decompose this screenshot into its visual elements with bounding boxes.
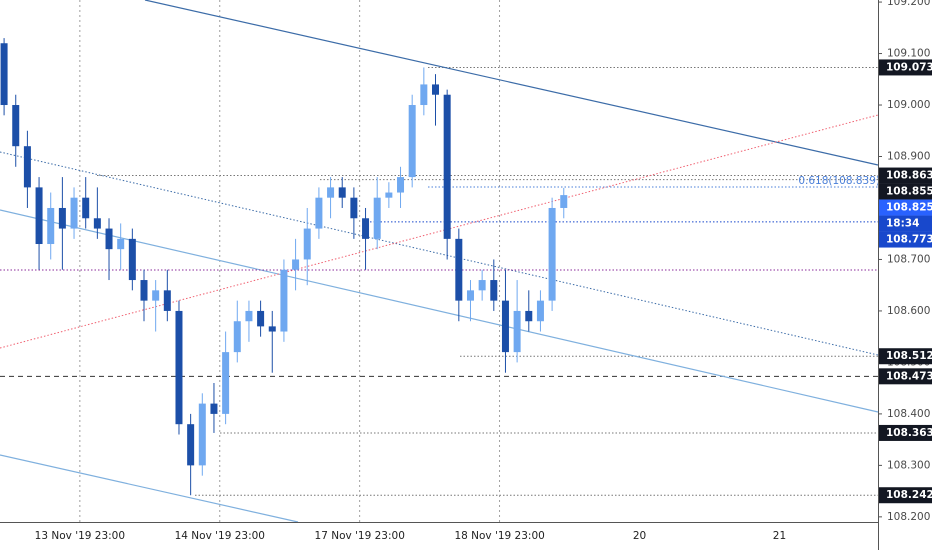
trend-line — [0, 209, 879, 413]
candle-body — [47, 207, 55, 245]
candle-body — [12, 105, 20, 147]
y-tick-label: 109.100 — [887, 48, 930, 60]
candle-body — [455, 238, 463, 301]
drawings — [0, 0, 879, 523]
trend-line — [144, 0, 879, 166]
candle-body — [23, 146, 31, 188]
candle-body — [268, 326, 276, 332]
candle-body — [560, 195, 568, 208]
time-axis — [0, 522, 878, 550]
level-label-bg — [879, 368, 932, 385]
level-label: 108.363 — [886, 427, 932, 439]
candle-body — [548, 207, 556, 301]
candle-body — [245, 310, 253, 322]
level-label: 109.073 — [886, 61, 932, 73]
level-label-bg — [879, 183, 932, 200]
candle-body — [35, 187, 43, 245]
candle-body — [432, 84, 440, 95]
candle-body — [93, 218, 101, 229]
candle-body — [420, 84, 428, 106]
level-label-bg — [879, 424, 932, 441]
level-label: 108.242 — [886, 489, 932, 501]
candle-body — [117, 238, 125, 250]
y-tick-label: 108.900 — [887, 150, 930, 162]
level-label: 108.855 — [886, 186, 932, 198]
candle-body — [303, 228, 311, 260]
x-tick-label: 14 Nov '19 23:00 — [175, 530, 265, 542]
last-price-label: 108.773 — [886, 234, 932, 246]
level-label-bg — [879, 59, 932, 76]
level-label: 108.512 — [886, 350, 932, 362]
candle-body — [58, 207, 66, 229]
countdown-label-bg — [879, 215, 932, 232]
x-tick-label: 21 — [773, 530, 786, 542]
level-label-bg — [879, 487, 932, 504]
trend-line — [0, 454, 299, 523]
y-tick-label: 109.200 — [887, 0, 930, 8]
candle-body — [163, 290, 171, 311]
candle-body — [466, 290, 474, 301]
candle-body — [257, 310, 265, 327]
level-label-bg — [879, 167, 932, 184]
level-label-bg — [879, 348, 932, 365]
level-label: 108.825 — [886, 202, 932, 214]
countdown-label: 18:34 — [886, 218, 919, 230]
level-label-bg — [879, 199, 932, 216]
candle-body — [82, 197, 90, 219]
candle-body — [443, 94, 451, 239]
y-tick-label: 108.600 — [887, 305, 930, 317]
candle-body — [280, 269, 288, 332]
candle-body — [408, 105, 416, 178]
candle-body — [315, 197, 323, 229]
candle-body — [397, 177, 405, 193]
candle-body — [490, 280, 498, 301]
candle-body — [501, 300, 509, 353]
fib-label: 0.618(108.839) — [798, 175, 880, 187]
price-axis — [878, 0, 932, 550]
last-price-label-bg — [879, 231, 932, 248]
candle-body — [222, 352, 230, 414]
level-label: 108.863 — [886, 170, 932, 182]
x-tick-label: 18 Nov '19 23:00 — [454, 530, 544, 542]
candle-body — [105, 228, 113, 250]
candle-body — [536, 300, 544, 322]
candle-body — [327, 187, 335, 198]
trend-line — [0, 114, 879, 349]
candle-body — [210, 403, 218, 414]
x-tick-label: 13 Nov '19 23:00 — [35, 530, 125, 542]
candle-body — [0, 43, 8, 106]
y-tick-label: 108.400 — [887, 408, 930, 420]
y-tick-label: 109.000 — [887, 99, 930, 111]
candle-body — [385, 192, 393, 198]
candle-body — [198, 403, 206, 466]
candle-body — [152, 290, 160, 301]
candle-body — [175, 310, 183, 425]
candle-body — [513, 310, 521, 353]
candle-body — [373, 197, 381, 239]
candle-body — [362, 218, 370, 239]
candle-body — [187, 424, 195, 466]
x-tick-label: 20 — [633, 530, 646, 542]
candle-body — [350, 197, 358, 219]
candle-body — [525, 310, 533, 322]
candle-body — [140, 280, 148, 301]
candle-body — [292, 259, 300, 270]
candle-body — [478, 280, 486, 291]
level-label: 108.473 — [886, 370, 932, 382]
candle-body — [70, 197, 78, 229]
y-tick-label: 108.200 — [887, 511, 930, 523]
x-tick-label: 17 Nov '19 23:00 — [315, 530, 405, 542]
candle-body — [233, 321, 241, 353]
candle-body — [338, 187, 346, 198]
candle-body — [128, 238, 136, 281]
y-tick-label: 108.700 — [887, 253, 930, 265]
y-tick-label: 108.300 — [887, 459, 930, 471]
